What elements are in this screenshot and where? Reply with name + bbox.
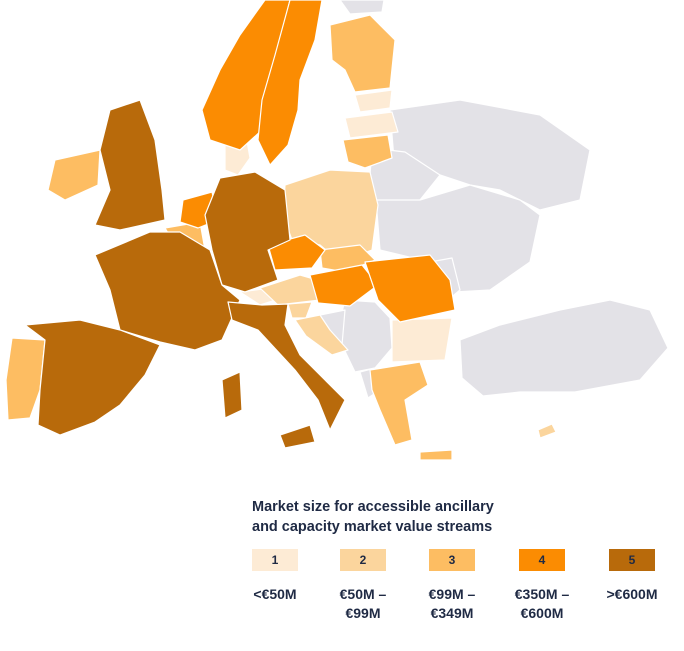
legend-swatch-label: 5 [628,553,636,567]
country-slovenia [287,301,313,319]
legend-swatch-4: 4 [519,549,565,571]
europe-map [5,0,669,461]
legend-range-3: €99M – €349M [407,585,497,623]
legend-swatch-label: 3 [448,553,456,567]
legend-range-line-1: €99M – [428,586,476,602]
legend-range-line-1: <€50M [253,586,297,602]
country-greece-crete [419,449,453,461]
legend-swatch-label: 1 [271,553,279,567]
country-finland [329,14,396,93]
country-italy-sardinia [221,371,243,419]
legend-swatch-3: 3 [429,549,475,571]
country-turkey [459,299,669,397]
legend-swatch-label: 2 [359,553,367,567]
country-uk [94,99,166,231]
country-italy-sicily [279,424,316,449]
country-latvia [344,111,399,139]
legend-title-line-2: and capacity market value streams [252,519,493,535]
country-romania [364,254,456,323]
legend-swatch-5: 5 [609,549,655,571]
country-cyprus [537,423,557,439]
legend-range-line-2: €600M [520,605,564,621]
country-spain [24,319,161,436]
legend-range-5: >€600M [587,585,677,604]
legend-range-line-1: €50M – [339,586,387,602]
country-ireland [47,149,101,201]
country-estonia [354,89,393,113]
legend-swatch-2: 2 [340,549,386,571]
legend-range-4: €350M – €600M [497,585,587,623]
country-sweden [257,0,323,166]
legend-range-line-1: >€600M [606,586,658,602]
legend-range-1: <€50M [230,585,320,604]
legend-swatch-1: 1 [252,549,298,571]
country-germany [204,171,291,293]
legend-swatch-label: 4 [538,553,546,567]
country-italy [227,301,346,431]
country-iceland [339,0,385,15]
country-hungary [309,264,379,307]
legend-title-line-1: Market size for accessible ancillary [252,499,494,515]
legend-range-line-1: €350M – [514,586,570,602]
legend-range-line-2: €99M [345,605,381,621]
legend-title: Market size for accessible ancillary and… [252,497,572,537]
legend-range-2: €50M – €99M [318,585,408,623]
country-france [94,231,241,351]
country-croatia [294,314,349,356]
country-balkans-grey [339,299,393,373]
country-greece [369,361,429,446]
country-bulgaria [391,317,453,363]
country-lithuania [342,134,393,169]
legend-range-line-2: €349M [430,605,474,621]
